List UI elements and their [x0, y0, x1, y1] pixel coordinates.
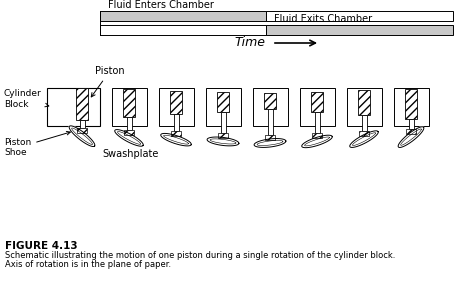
Text: Piston
Shoe: Piston Shoe	[4, 131, 70, 157]
Bar	[158, 88, 193, 126]
Bar	[267, 109, 273, 135]
Bar	[218, 133, 228, 138]
Bar	[124, 130, 134, 135]
Text: Fluid Exits Chamber: Fluid Exits Chamber	[274, 14, 372, 24]
Polygon shape	[302, 135, 332, 148]
Bar	[123, 89, 135, 117]
Bar	[358, 90, 370, 115]
Polygon shape	[207, 137, 239, 146]
Bar	[393, 88, 429, 126]
Bar	[174, 114, 179, 132]
Polygon shape	[115, 130, 143, 146]
Bar	[312, 133, 322, 138]
Bar	[266, 11, 453, 21]
Polygon shape	[161, 133, 191, 146]
Polygon shape	[398, 127, 424, 147]
Bar	[405, 89, 417, 119]
Bar	[126, 117, 131, 130]
Bar	[100, 11, 266, 21]
Bar	[217, 92, 229, 112]
Bar	[220, 112, 225, 133]
Text: Time: Time	[234, 37, 265, 50]
Bar	[171, 132, 181, 136]
Text: Swashplate: Swashplate	[103, 149, 159, 159]
Polygon shape	[254, 139, 286, 147]
Bar	[311, 92, 323, 112]
Bar	[100, 25, 266, 35]
Text: FIGURE 4.13: FIGURE 4.13	[5, 241, 77, 251]
Text: Axis of rotation is in the plane of paper.: Axis of rotation is in the plane of pape…	[5, 260, 171, 269]
Text: Fluid Enters Chamber: Fluid Enters Chamber	[108, 0, 214, 10]
Bar	[47, 88, 99, 126]
Text: Schematic illustrating the motion of one piston during a single rotation of the : Schematic illustrating the motion of one…	[5, 251, 395, 260]
Bar	[300, 88, 334, 126]
Bar	[111, 88, 147, 126]
Text: Cylinder
Block: Cylinder Block	[4, 89, 49, 109]
Polygon shape	[350, 131, 378, 147]
Bar	[206, 88, 240, 126]
Bar	[266, 25, 453, 35]
Bar	[409, 119, 414, 129]
Bar	[361, 115, 366, 131]
Bar	[315, 112, 320, 133]
Bar	[80, 120, 84, 128]
Text: Piston: Piston	[91, 66, 125, 97]
Bar	[347, 88, 382, 126]
Bar	[252, 88, 288, 126]
Bar	[77, 128, 87, 133]
Bar	[170, 91, 182, 114]
Bar	[359, 131, 369, 136]
Bar	[264, 93, 276, 109]
Bar	[265, 135, 275, 140]
Bar	[406, 129, 416, 134]
Bar	[76, 88, 88, 120]
Polygon shape	[69, 126, 95, 147]
